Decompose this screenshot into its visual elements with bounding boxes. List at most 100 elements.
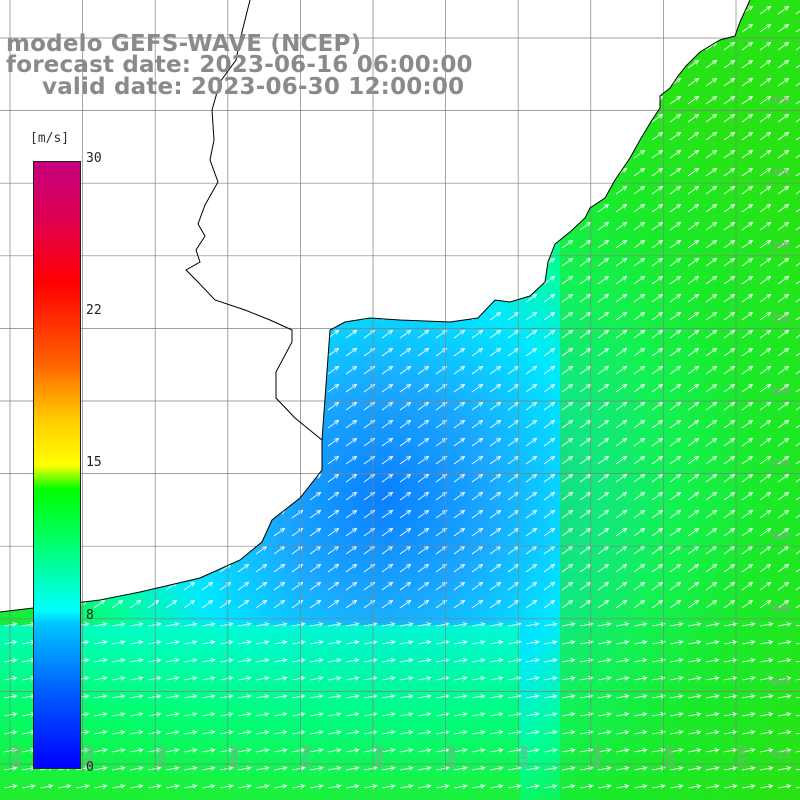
wind-arrow bbox=[471, 622, 486, 627]
wind-arrow bbox=[219, 622, 234, 627]
wind-arrow bbox=[363, 784, 378, 789]
wind-arrow bbox=[327, 766, 342, 771]
wind-arrow bbox=[687, 766, 702, 771]
wind-arrow bbox=[651, 113, 664, 123]
wind-arrow bbox=[741, 748, 756, 753]
wind-arrow bbox=[543, 748, 558, 753]
wind-arrow bbox=[687, 149, 700, 159]
wind-arrow bbox=[705, 59, 718, 69]
wind-arrow bbox=[759, 167, 772, 177]
wind-arrow bbox=[759, 437, 772, 447]
wind-arrow bbox=[651, 599, 664, 609]
wind-arrow bbox=[561, 784, 576, 789]
wind-arrow bbox=[651, 203, 664, 213]
wind-arrow bbox=[255, 622, 270, 627]
wind-arrow bbox=[723, 59, 736, 69]
wind-arrow bbox=[273, 748, 288, 753]
wind-arrow bbox=[759, 694, 774, 699]
wind-arrow bbox=[381, 730, 396, 735]
wind-arrow bbox=[201, 712, 216, 717]
wind-arrow bbox=[669, 167, 682, 177]
wind-arrow bbox=[777, 257, 790, 267]
wind-arrow bbox=[291, 527, 304, 537]
wind-arrow bbox=[741, 23, 754, 33]
wind-arrow bbox=[615, 473, 628, 483]
wind-arrow bbox=[669, 599, 682, 609]
wind-arrow bbox=[723, 365, 736, 375]
wind-arrow bbox=[687, 419, 700, 429]
wind-arrow bbox=[3, 676, 18, 681]
wind-arrow bbox=[507, 401, 520, 411]
wind-arrow bbox=[543, 694, 558, 699]
wind-arrow bbox=[489, 365, 502, 375]
wind-arrow bbox=[795, 95, 800, 105]
wind-arrow bbox=[291, 622, 306, 627]
wind-arrow bbox=[327, 694, 342, 699]
wind-arrow bbox=[471, 676, 486, 681]
wind-arrow bbox=[525, 712, 540, 717]
wind-arrow bbox=[687, 257, 700, 267]
wind-arrow bbox=[687, 293, 700, 303]
wind-arrow bbox=[687, 784, 702, 789]
wind-arrow bbox=[795, 77, 800, 87]
wind-arrow bbox=[93, 766, 108, 771]
wind-arrow bbox=[795, 509, 800, 519]
wind-arrow bbox=[777, 347, 790, 357]
wind-arrow bbox=[525, 293, 538, 303]
wind-arrow bbox=[759, 730, 774, 735]
wind-arrow bbox=[471, 473, 484, 483]
wind-arrow bbox=[489, 599, 502, 609]
wind-arrow bbox=[471, 730, 486, 735]
wind-arrow bbox=[165, 694, 180, 699]
wind-arrow bbox=[543, 329, 556, 339]
wind-arrow bbox=[543, 509, 556, 519]
wind-arrow bbox=[435, 365, 448, 375]
wind-arrow bbox=[291, 766, 306, 771]
wind-arrow bbox=[3, 784, 18, 789]
wind-arrow bbox=[111, 640, 126, 645]
wind-arrow bbox=[705, 766, 720, 771]
wind-arrow bbox=[489, 311, 502, 321]
wind-arrow bbox=[417, 491, 430, 501]
wind-arrow bbox=[255, 599, 268, 609]
wind-arrow bbox=[345, 622, 360, 627]
wind-arrow bbox=[615, 185, 628, 195]
wind-arrow bbox=[633, 622, 648, 627]
wind-arrow bbox=[723, 658, 738, 663]
wind-arrow bbox=[615, 347, 628, 357]
wind-arrow bbox=[165, 658, 180, 663]
wind-arrow bbox=[705, 581, 718, 591]
wind-arrow bbox=[687, 581, 700, 591]
wind-arrow bbox=[759, 383, 772, 393]
wind-arrow bbox=[525, 455, 538, 465]
wind-arrow bbox=[651, 676, 666, 681]
wind-arrow bbox=[561, 347, 574, 357]
wind-arrow bbox=[417, 455, 430, 465]
wind-arrow bbox=[651, 694, 666, 699]
wind-arrow bbox=[759, 41, 772, 51]
wind-arrow bbox=[399, 599, 412, 609]
wind-arrow bbox=[507, 455, 520, 465]
wind-arrow bbox=[543, 676, 558, 681]
wind-arrow bbox=[759, 329, 772, 339]
wind-arrow bbox=[489, 509, 502, 519]
wind-arrow bbox=[723, 766, 738, 771]
forecast-date: forecast date: 2023-06-16 06:00:00 bbox=[6, 52, 473, 78]
wind-arrow bbox=[453, 599, 466, 609]
wind-arrow bbox=[111, 694, 126, 699]
wind-arrow bbox=[687, 527, 700, 537]
wind-arrow bbox=[741, 131, 754, 141]
wind-arrow bbox=[561, 676, 576, 681]
wind-arrow bbox=[417, 640, 432, 645]
wind-arrow bbox=[741, 527, 754, 537]
wind-arrow bbox=[651, 473, 664, 483]
wind-arrow bbox=[597, 563, 610, 573]
wind-arrow bbox=[561, 766, 576, 771]
latitude-label: 38S bbox=[771, 532, 790, 543]
wind-arrow bbox=[795, 239, 800, 249]
wind-arrow bbox=[777, 748, 792, 753]
wind-arrow bbox=[615, 401, 628, 411]
wind-arrow bbox=[363, 712, 378, 717]
wind-arrow bbox=[759, 23, 772, 33]
wind-arrow bbox=[777, 640, 792, 645]
